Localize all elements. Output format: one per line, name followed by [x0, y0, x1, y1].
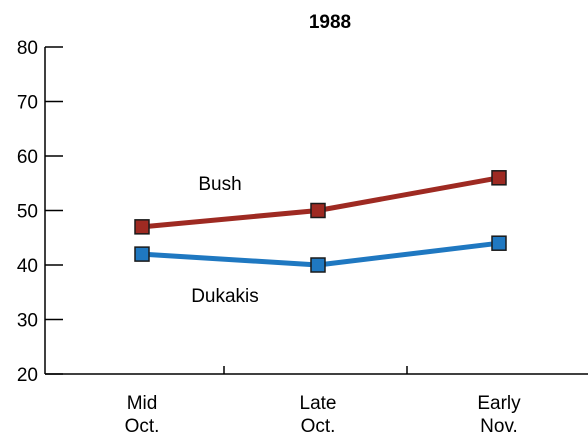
- data-point-bush: [134, 219, 150, 235]
- data-point-dukakis: [310, 257, 326, 273]
- y-tick-label: 70: [17, 93, 38, 114]
- x-tick-label: Mid Oct.: [125, 393, 160, 437]
- y-tick-label: 40: [17, 256, 38, 277]
- y-tick-label: 50: [17, 202, 38, 223]
- data-point-dukakis: [491, 235, 507, 251]
- y-tick-label: 20: [17, 365, 38, 386]
- y-tick-label: 30: [17, 311, 38, 332]
- series-label-bush: Bush: [198, 174, 241, 195]
- data-point-dukakis: [134, 246, 150, 262]
- x-axis: Mid Oct. Late Oct. Early Nov.: [45, 366, 588, 437]
- series-line-bush: [141, 175, 500, 230]
- data-point-bush: [310, 202, 326, 219]
- y-tick-label: 60: [17, 147, 38, 168]
- series-label-dukakis: Dukakis: [191, 286, 259, 307]
- x-tick-label: Late Oct.: [300, 393, 337, 437]
- chart-title: 1988: [309, 12, 351, 33]
- data-point-bush: [491, 170, 507, 186]
- series-layer: [134, 170, 507, 273]
- x-tick-label: Early Nov.: [477, 393, 521, 437]
- y-axis: 20 30 40 50 60 70 80: [17, 38, 63, 386]
- y-tick-label: 80: [17, 38, 38, 59]
- series-label-layer: Bush Dukakis: [191, 174, 259, 307]
